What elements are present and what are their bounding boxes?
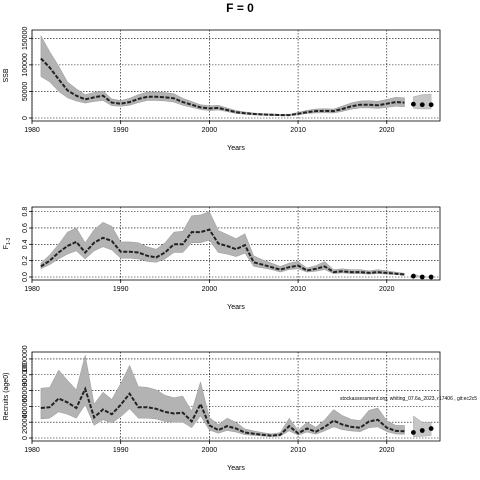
recruitment-confidence-band	[40, 354, 405, 437]
fbar-y-tick-label-3: 0.6	[22, 223, 29, 233]
ssb-y-tick-label-0: 0	[22, 116, 29, 120]
fbar-x-tick-label-1: 1990	[113, 286, 129, 293]
ssb-y-axis-title: SSB	[3, 68, 10, 82]
fbar-y-axis-title-subscript: 1-3	[6, 238, 12, 245]
ssb-projection-point-2	[428, 102, 434, 108]
fbar-median-line	[40, 228, 405, 276]
ssb-confidence-band	[40, 34, 405, 116]
recruitment-projection-point-2	[428, 426, 434, 431]
ssb-projection-band	[413, 93, 432, 110]
fbar-projection-point-2	[428, 274, 434, 280]
fbar-y-tick-label-2: 0.4	[22, 239, 29, 249]
ssb-x-tick-label-0: 1980	[24, 127, 40, 134]
recruitment-y-tick-label-3: 600000	[22, 379, 29, 402]
recruitment-projection-band	[413, 415, 432, 438]
ssb-x-tick-label-3: 2010	[290, 127, 306, 134]
ssb-projection-point-1	[419, 102, 425, 108]
recruitment-y-tick-label-5: 1000000	[22, 345, 29, 372]
fbar-x-tick-label-2: 2000	[202, 286, 218, 293]
recruitment-y-tick-label-0: 0	[22, 436, 29, 440]
recruitment-x-tick-label-1: 1990	[113, 447, 129, 454]
ssb-x-tick-label-1: 1990	[113, 127, 129, 134]
ssb-x-tick-label-2: 2000	[202, 127, 218, 134]
fbar-y-tick-label-1: 0.2	[22, 256, 29, 266]
recruitment-x-tick-label-0: 1980	[24, 447, 40, 454]
ssb-y-tick-label-3: 150000	[22, 27, 29, 50]
fbar-confidence-band	[40, 211, 405, 276]
ssb-x-tick-label-4: 2020	[379, 127, 395, 134]
recruitment-y-tick-label-1: 200000	[22, 410, 29, 433]
recruitment-source-annotation: stockassessment.org, whiting_07.6a_2023,…	[340, 396, 477, 402]
ssb-plot-frame	[31, 29, 441, 122]
fbar-projection-point-0	[410, 273, 416, 279]
recruitment-y-tick-label-4: 800000	[22, 363, 29, 386]
recruitment-x-tick-label-2: 2000	[202, 447, 218, 454]
fbar-x-tick-label-0: 1980	[24, 286, 40, 293]
ssb-y-tick-label-1: 50000	[22, 82, 29, 102]
recruitment-y-tick-label-2: 400000	[22, 395, 29, 418]
recruitment-y-axis-title: Recruits (age0)	[3, 373, 10, 421]
recruitment-x-axis-title: Years	[227, 465, 245, 472]
fbar-x-axis-title: Years	[227, 304, 245, 311]
fbar-x-tick-label-4: 2020	[379, 286, 395, 293]
fbar-plot-frame	[31, 206, 441, 281]
recruitment-projection-point-1	[419, 428, 425, 433]
recruitment-projection-point-0	[410, 430, 416, 435]
ssb-y-tick-label-2: 100000	[22, 53, 29, 76]
recruitment-median-line	[40, 386, 405, 437]
fbar-projection-point-1	[419, 274, 425, 280]
fbar-y-axis-title: F1-3	[3, 238, 12, 250]
recruitment-x-tick-label-4: 2020	[379, 447, 395, 454]
recruitment-plot-frame	[31, 351, 441, 442]
ssb-median-line	[40, 57, 405, 117]
recruitment-x-tick-label-3: 2010	[290, 447, 306, 454]
fbar-x-tick-label-3: 2010	[290, 286, 306, 293]
ssb-x-axis-title: Years	[227, 145, 245, 152]
ssb-projection-point-0	[410, 101, 416, 107]
fbar-y-tick-label-0: 0.0	[22, 272, 29, 282]
fbar-y-tick-label-4: 0.8	[22, 207, 29, 217]
chart-main-title: F = 0	[226, 1, 254, 15]
